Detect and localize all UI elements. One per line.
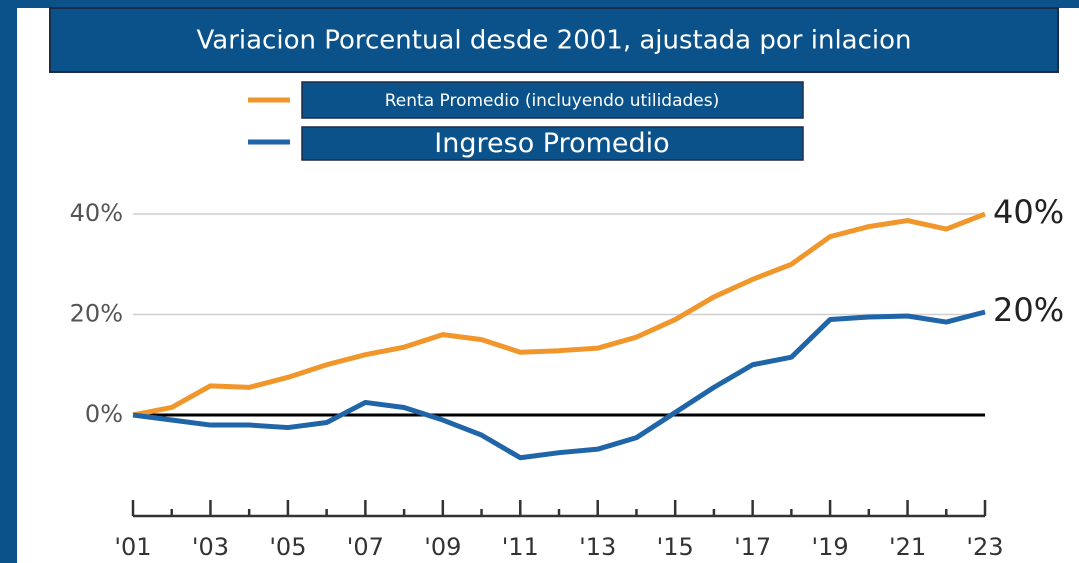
series-line xyxy=(132,211,986,418)
x-tick-label: '13 xyxy=(579,533,616,561)
series-line xyxy=(132,309,986,461)
x-tick-label: '11 xyxy=(502,533,539,561)
x-tick-label: '15 xyxy=(657,533,694,561)
x-tick-label: '17 xyxy=(734,533,771,561)
end-label: 20% xyxy=(993,291,1064,329)
legend-box xyxy=(301,81,804,119)
y-tick-label: 20% xyxy=(70,300,123,328)
x-tick-label: '23 xyxy=(966,533,1003,561)
legend-label: Ingreso Promedio xyxy=(434,128,669,159)
y-tick-label: 40% xyxy=(70,199,123,227)
end-label: 40% xyxy=(993,193,1064,231)
x-tick-label: '19 xyxy=(812,533,849,561)
x-tick-label: '07 xyxy=(347,533,384,561)
x-tick-label: '05 xyxy=(269,533,306,561)
x-tick-label: '21 xyxy=(889,533,926,561)
x-tick-label: '09 xyxy=(424,533,461,561)
y-tick-label: 0% xyxy=(85,400,123,428)
x-tick-label: '03 xyxy=(192,533,229,561)
title-box xyxy=(49,7,1059,73)
legend-label: Renta Promedio (incluyendo utilidades) xyxy=(385,91,720,111)
x-tick-label: '01 xyxy=(114,533,151,561)
chart-title: Variacion Porcentual desde 2001, ajustad… xyxy=(197,26,912,56)
legend-box xyxy=(301,126,804,161)
